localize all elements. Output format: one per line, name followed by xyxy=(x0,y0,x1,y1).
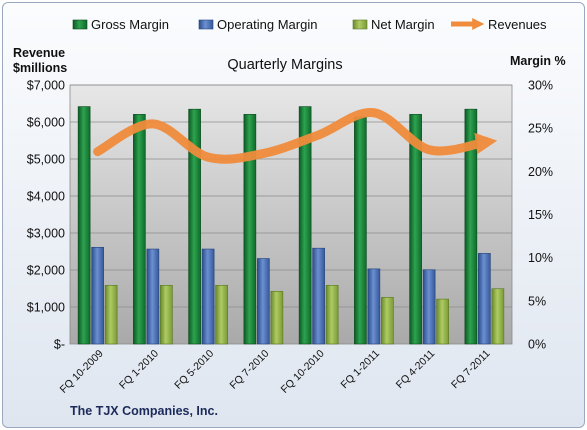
bar-operating-margin xyxy=(91,247,104,345)
category-label: FQ 7-2011 xyxy=(449,348,493,392)
legend-label-revenues: Revenues xyxy=(488,17,547,32)
right-axis-title: Margin % xyxy=(510,54,566,68)
revenues-line xyxy=(93,108,498,164)
chart-title: Quarterly Margins xyxy=(227,57,342,73)
category-axis: FQ 10-2009 FQ 1-2010 FQ 5-2010 FQ 7-2010 FQ … xyxy=(58,348,493,396)
left-tick-label: $6,000 xyxy=(27,116,65,130)
right-axis: 0% 5% 10% 15% 20% 25% 30% xyxy=(528,79,553,352)
left-tick-label: $5,000 xyxy=(27,153,65,167)
right-tick-label: 15% xyxy=(528,208,553,222)
legend-swatch-net-margin xyxy=(352,19,368,30)
legend-label-gross-margin: Gross Margin xyxy=(91,17,169,32)
legend-item-operating-margin: Operating Margin xyxy=(198,17,317,32)
bar-operating-margin xyxy=(422,269,436,345)
bar-gross-margin xyxy=(298,106,312,345)
legend-label-net-margin: Net Margin xyxy=(371,17,435,32)
bar-net-margin xyxy=(160,284,173,345)
legend-item-net-margin: Net Margin xyxy=(352,17,435,32)
legend-item-gross-margin: Gross Margin xyxy=(72,17,169,32)
right-tick-label: 10% xyxy=(528,251,553,265)
bar-net-margin xyxy=(215,284,228,345)
left-tick-label: $3,000 xyxy=(27,227,65,241)
category-label: FQ 1-2010 xyxy=(117,348,161,392)
right-tick-label: 25% xyxy=(528,122,553,136)
bar-net-margin xyxy=(270,291,284,345)
bars xyxy=(77,106,505,345)
footer-company-name: The TJX Companies, Inc. xyxy=(70,404,218,418)
category-label: FQ 7-2010 xyxy=(228,348,272,392)
category-label: FQ 10-2009 xyxy=(58,348,106,396)
left-axis-title-line2: $millions xyxy=(13,61,67,75)
category-label: FQ 5-2010 xyxy=(172,348,216,392)
category-label: FQ 1-2011 xyxy=(339,348,383,392)
bar-net-margin xyxy=(381,297,394,345)
right-tick-label: 5% xyxy=(528,294,546,308)
category-label: FQ 4-2011 xyxy=(394,348,438,392)
bar-gross-margin xyxy=(77,106,91,345)
bar-net-margin xyxy=(436,298,449,345)
right-tick-label: 0% xyxy=(528,338,546,352)
left-tick-label: $4,000 xyxy=(27,190,65,204)
bar-net-margin xyxy=(104,284,118,345)
left-tick-label: $- xyxy=(54,338,65,352)
chart-svg: Gross Margin Operating Margin Net Margin… xyxy=(13,17,566,418)
bar-operating-margin xyxy=(312,247,325,345)
left-tick-label: $1,000 xyxy=(27,301,65,315)
right-tick-label: 30% xyxy=(528,79,553,93)
bar-gross-margin xyxy=(409,114,422,345)
bar-gross-margin xyxy=(133,114,146,345)
bar-operating-margin xyxy=(257,258,270,345)
bar-operating-margin xyxy=(201,248,215,345)
bar-gross-margin xyxy=(243,114,257,345)
legend-swatch-gross-margin xyxy=(72,19,88,30)
category-label: FQ 10-2010 xyxy=(279,348,327,396)
bar-gross-margin xyxy=(354,116,367,345)
legend-swatch-operating-margin xyxy=(198,19,214,30)
legend-label-operating-margin: Operating Margin xyxy=(217,17,317,32)
left-axis-title-line1: Revenue xyxy=(13,46,65,60)
revenue-line-group xyxy=(93,108,498,164)
legend-item-revenues: Revenues xyxy=(451,17,547,32)
right-tick-label: 20% xyxy=(528,165,553,179)
left-tick-label: $7,000 xyxy=(27,79,65,93)
bar-gross-margin xyxy=(464,108,478,345)
bar-operating-margin xyxy=(478,253,491,345)
bar-net-margin xyxy=(325,284,339,345)
left-tick-label: $2,000 xyxy=(27,264,65,278)
bar-operating-margin xyxy=(367,268,381,345)
bar-gross-margin xyxy=(188,108,201,345)
bar-operating-margin xyxy=(146,248,160,345)
bar-net-margin xyxy=(491,288,505,345)
legend: Gross Margin Operating Margin Net Margin… xyxy=(72,17,547,32)
left-axis: $- $1,000 $2,000 $3,000 $4,000 $5,000 $6,000 $7… xyxy=(27,79,65,352)
